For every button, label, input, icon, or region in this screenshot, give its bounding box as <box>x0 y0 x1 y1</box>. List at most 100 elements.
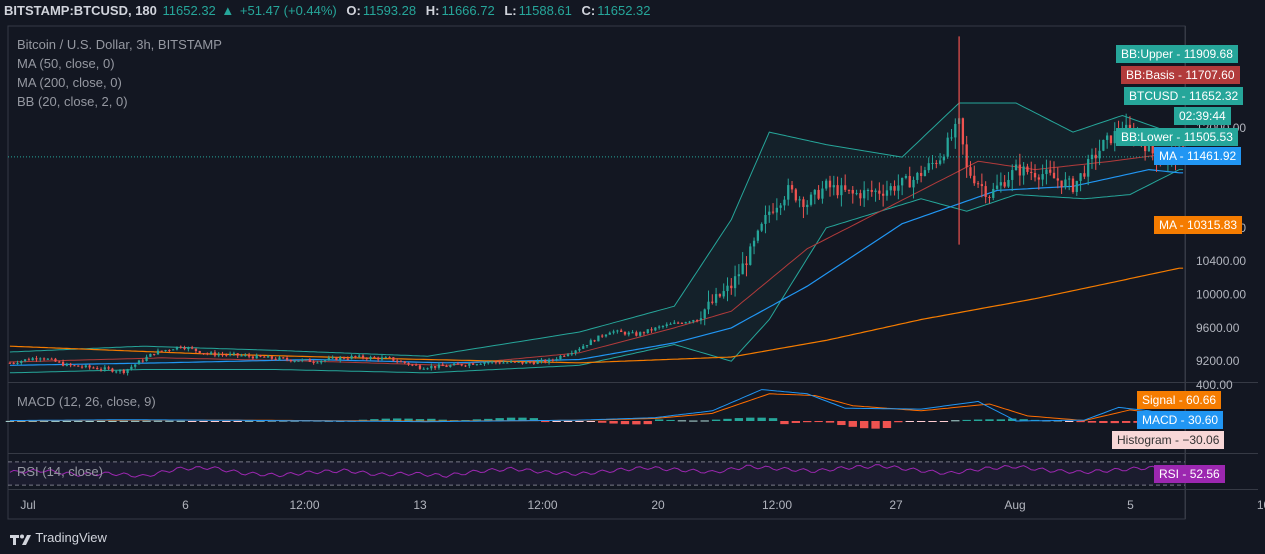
bb-basis-line <box>9 151 1184 366</box>
candle <box>623 331 627 335</box>
candle <box>160 350 163 352</box>
histogram-bar <box>654 419 664 421</box>
candle <box>73 365 76 367</box>
candle <box>12 362 15 364</box>
candle <box>642 332 646 334</box>
candle <box>149 353 152 357</box>
macd-tag: MACD - 30.60 <box>1137 411 1224 429</box>
candle <box>255 355 258 359</box>
candle <box>1083 173 1086 177</box>
candle <box>973 175 976 184</box>
candle <box>1075 180 1078 192</box>
histogram-bar <box>563 421 573 422</box>
candle <box>77 365 80 367</box>
candle <box>1041 174 1044 180</box>
candle <box>452 363 456 366</box>
candle <box>8 362 12 364</box>
legend-ma200[interactable]: MA (200, close, 0) <box>17 75 122 90</box>
candle <box>168 350 171 352</box>
bb-band-fill <box>9 103 1184 373</box>
candle <box>726 285 729 292</box>
candle <box>20 360 23 363</box>
candle <box>441 364 444 367</box>
histogram-bar <box>620 421 630 425</box>
candle <box>764 214 767 224</box>
candle <box>285 357 289 360</box>
histogram-bar <box>233 421 242 422</box>
candle <box>771 211 775 213</box>
candle <box>582 346 585 349</box>
candle <box>92 367 95 369</box>
candle <box>585 345 589 347</box>
candle <box>874 190 877 192</box>
histogram-bar <box>803 421 812 423</box>
candle <box>479 363 482 365</box>
candle <box>517 361 520 363</box>
histogram-bar <box>199 421 208 422</box>
tradingview-footer[interactable]: TradingView <box>10 530 107 546</box>
candle <box>707 301 710 310</box>
histogram-bar <box>791 421 801 423</box>
legend-main[interactable]: Bitcoin / U.S. Dollar, 3h, BITSTAMP <box>17 37 222 52</box>
candle <box>27 359 31 361</box>
candle <box>976 183 980 185</box>
candle <box>1071 178 1075 192</box>
histogram-bar <box>392 418 402 421</box>
histogram-bar <box>939 421 949 422</box>
candle <box>703 309 706 319</box>
btcusd-value: 11652.32 <box>1189 89 1239 103</box>
histogram-bar <box>506 417 516 421</box>
candle <box>23 359 27 361</box>
signal-line <box>9 393 1184 422</box>
candle <box>115 371 118 373</box>
histogram-bar <box>734 418 744 421</box>
legend-rsi[interactable]: RSI (14, close) <box>17 464 103 479</box>
candle <box>134 364 137 367</box>
candle <box>540 359 543 362</box>
histogram-bar <box>1121 421 1131 423</box>
legend-macd[interactable]: MACD (12, 26, close, 9) <box>17 394 156 409</box>
candle <box>798 199 801 201</box>
candle <box>88 365 91 368</box>
candle <box>984 186 987 197</box>
candle <box>855 193 858 195</box>
candle <box>851 190 854 194</box>
candle <box>749 246 752 265</box>
histogram-bar <box>85 420 94 422</box>
candle <box>335 357 338 361</box>
histogram-bar <box>882 421 892 429</box>
candle <box>946 137 949 157</box>
candle <box>468 363 471 366</box>
candle <box>711 301 714 303</box>
symbol-label[interactable]: BITSTAMP:BTCUSD, 180 <box>4 3 157 18</box>
histogram-bar <box>973 419 983 421</box>
legend-ma50[interactable]: MA (50, close, 0) <box>17 56 115 71</box>
candle <box>692 320 695 322</box>
candle <box>118 369 122 372</box>
candle <box>456 363 460 365</box>
histogram-bar <box>894 421 903 423</box>
candle <box>308 359 311 362</box>
time-tick-label: Aug <box>1004 498 1025 512</box>
candle <box>1014 164 1018 171</box>
bb-basis-value: 11707.60 <box>1185 68 1235 82</box>
legend-bb[interactable]: BB (20, close, 2, 0) <box>17 94 128 109</box>
candle <box>422 368 425 370</box>
candle <box>775 207 778 213</box>
histogram-value: −30.06 <box>1182 433 1220 447</box>
candle <box>354 355 357 357</box>
candle <box>369 356 372 360</box>
candle <box>289 359 292 362</box>
candle <box>878 190 881 194</box>
candle <box>1102 139 1105 151</box>
candle <box>464 365 467 367</box>
ma50-value: 11461.92 <box>1187 149 1237 163</box>
candle <box>107 367 110 369</box>
candle <box>718 294 722 297</box>
candle <box>293 360 296 362</box>
candle <box>35 358 38 360</box>
candle <box>498 362 501 364</box>
candle <box>821 188 824 199</box>
candle <box>806 204 809 208</box>
